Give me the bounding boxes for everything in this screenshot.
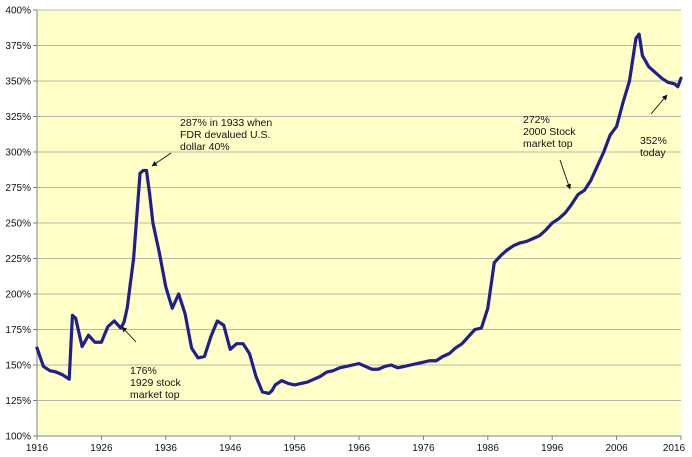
y-tick-labels: 100% 125% 150% 175% 200% 225% 250% 275% 300% 325%… (5, 6, 37, 443)
x-tick-label: 1916 (26, 443, 49, 454)
annotation-text: FDR devalued U.S. (180, 129, 270, 141)
y-tick-label: 325% (5, 112, 31, 123)
x-tick-label: 1946 (219, 443, 242, 454)
annotation-text: market top (130, 389, 180, 401)
annotation-arrow (121, 326, 137, 343)
x-tick-label: 2016 (663, 443, 686, 454)
annotation-arrow (151, 152, 172, 167)
series-line-percent (35, 32, 683, 395)
x-tick-label: 1956 (283, 443, 306, 454)
y-tick-label: 275% (5, 183, 31, 194)
x-tick-label: 1996 (541, 443, 564, 454)
y-tick-label: 350% (5, 77, 31, 88)
y-tick-label: 400% (5, 6, 31, 17)
y-tick-label: 125% (5, 396, 31, 407)
x-tick-label: 1926 (90, 443, 113, 454)
y-tick-label: 300% (5, 148, 31, 159)
x-tick-label: 2006 (605, 443, 628, 454)
annotation-text: 352% (640, 135, 667, 147)
y-tick-label: 100% (5, 432, 31, 443)
x-tick-label: 1976 (412, 443, 435, 454)
y-tick-label: 200% (5, 290, 31, 301)
x-tick-labels: 1916 1926 1936 1946 1956 1966 1976 1986 1996 2006… (26, 436, 686, 454)
y-tick-label: 175% (5, 325, 31, 336)
x-tick-label: 1936 (155, 443, 178, 454)
annotation-text: 272% (523, 114, 550, 126)
x-tick-label: 1986 (477, 443, 500, 454)
annotation-text: 1929 stock (130, 377, 182, 389)
annotation-text: today (640, 147, 666, 159)
y-tick-label: 250% (5, 219, 31, 230)
annotation-text: market top (523, 138, 573, 150)
annotation-text: 287% in 1933 when (180, 117, 272, 129)
annotation-text: dollar 40% (180, 141, 230, 153)
y-tick-label: 225% (5, 254, 31, 265)
y-tick-label: 375% (5, 41, 31, 52)
y-tick-label: 150% (5, 361, 31, 372)
annotation: 352%today (640, 94, 668, 159)
annotation-arrow (650, 94, 668, 115)
annotation-text: 176% (130, 365, 157, 377)
x-tick-label: 1966 (348, 443, 371, 454)
annotation-arrow (559, 159, 571, 190)
annotation-text: 2000 Stock (523, 126, 576, 138)
